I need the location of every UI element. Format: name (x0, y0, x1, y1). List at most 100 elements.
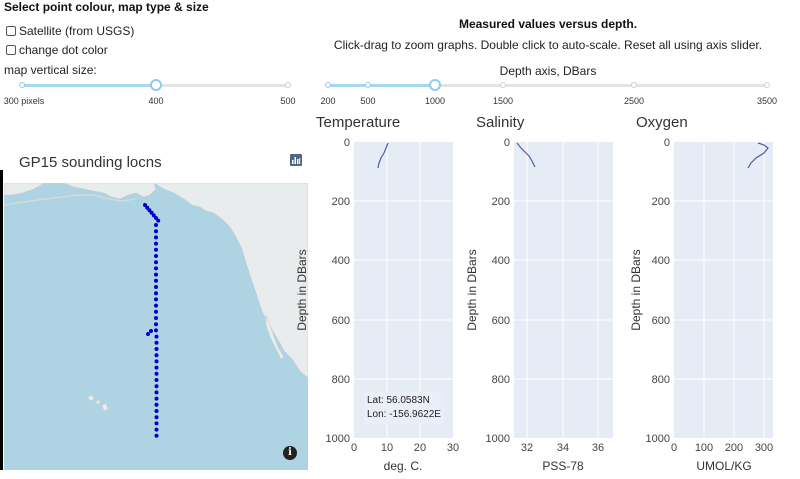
station-dot[interactable] (154, 427, 159, 432)
oxygen-profile-line[interactable] (747, 142, 769, 169)
station-dot[interactable] (154, 272, 158, 277)
temperature-profile-line[interactable] (377, 142, 389, 169)
map-view[interactable]: i (4, 183, 308, 470)
info-icon[interactable]: i (283, 446, 297, 460)
station-dot[interactable] (156, 218, 161, 223)
satellite-checkbox[interactable]: Satellite (from USGS) (6, 24, 134, 38)
station-dot[interactable] (154, 396, 159, 401)
map-size-tick-label: 300 pixels (3, 96, 45, 106)
salinity-profile-line[interactable] (516, 142, 536, 168)
depth-tick-label: 1000 (424, 96, 446, 106)
controls-title: Select point colour, map type & size (4, 0, 209, 14)
temperature-plot[interactable]: 0 200 400 600 800 1000 0 10 20 30 deg. C… (295, 137, 459, 473)
station-dot[interactable] (154, 328, 158, 333)
station-dot[interactable] (154, 297, 158, 302)
oxygen-plot-bg[interactable] (674, 142, 773, 438)
depth-tick-1500[interactable] (500, 82, 506, 88)
station-dot[interactable] (154, 247, 158, 252)
station-dot[interactable] (154, 421, 159, 426)
map-size-slider[interactable] (19, 79, 291, 91)
station-dot[interactable] (154, 235, 158, 240)
station-dot[interactable] (154, 260, 158, 265)
depth-tick-label: 2500 (623, 96, 645, 106)
oxygen-y-tick: 0 (664, 137, 670, 149)
station-dot[interactable] (154, 266, 158, 271)
oxygen-plot[interactable]: 0 200 400 600 800 1000 0 100 200 300 UMO… (629, 137, 773, 473)
depth-slider-handle[interactable] (429, 79, 441, 91)
map-size-tick-300[interactable] (19, 82, 25, 88)
depth-tick-500[interactable] (365, 82, 371, 88)
station-dot[interactable] (154, 353, 159, 358)
temperature-y-tick: 1000 (326, 433, 350, 445)
satellite-checkbox-label: Satellite (from USGS) (19, 24, 135, 38)
depth-slider-label: Depth axis, DBars (499, 64, 597, 78)
station-dot[interactable] (154, 340, 159, 345)
map-canvas[interactable] (4, 183, 308, 470)
station-dot[interactable] (154, 278, 158, 283)
station-dot[interactable] (154, 334, 159, 339)
map-size-label: map vertical size: (4, 63, 97, 77)
station-dot[interactable] (154, 409, 159, 413)
left-border (0, 170, 3, 470)
station-dot[interactable] (154, 322, 158, 327)
asia-land (4, 183, 45, 196)
depth-axis-slider[interactable] (325, 79, 770, 91)
station-dot[interactable] (146, 332, 150, 336)
temperature-y-tick: 200 (332, 196, 350, 208)
depth-slider-track[interactable] (328, 84, 767, 87)
depth-tick-label: 1500 (492, 96, 514, 106)
station-dot[interactable] (154, 316, 158, 320)
station-dot[interactable] (154, 402, 159, 407)
temperature-plot-bg[interactable] (354, 142, 453, 438)
salinity-plot[interactable]: 0 200 400 600 800 1000 32 34 36 PSS-78 D… (465, 137, 613, 473)
oxygen-x-tick: 300 (755, 442, 773, 454)
station-dot[interactable] (154, 384, 159, 389)
map-size-tick-label: 500 (280, 96, 296, 106)
salinity-x-tick: 36 (592, 442, 604, 454)
depth-tick-2500[interactable] (631, 82, 637, 88)
station-dot[interactable] (154, 365, 159, 370)
station-dot[interactable] (154, 254, 158, 258)
satellite-checkbox-box[interactable] (6, 26, 16, 36)
station-dot[interactable] (154, 285, 158, 289)
change-dot-color-checkbox-box[interactable] (6, 45, 16, 55)
station-dot[interactable] (154, 359, 159, 364)
oxygen-x-tick: 0 (671, 442, 677, 454)
station-dot[interactable] (154, 433, 159, 438)
station-dot[interactable] (154, 229, 158, 234)
depth-tick-label: 200 (320, 96, 336, 106)
station-dot[interactable] (147, 208, 152, 213)
station-dot[interactable] (154, 309, 158, 314)
station-dot[interactable] (154, 415, 159, 420)
station-dot[interactable] (154, 378, 159, 382)
station-dots[interactable] (143, 203, 161, 438)
station-dot[interactable] (154, 347, 159, 351)
map-size-slider-fill (22, 84, 156, 87)
salinity-x-axis-label: PSS-78 (542, 459, 584, 473)
salinity-y-tick: 400 (492, 255, 510, 267)
map-size-slider-handle[interactable] (150, 79, 162, 91)
depth-tick-label: 3500 (756, 96, 778, 106)
station-dot[interactable] (154, 371, 159, 376)
temperature-y-tick: 0 (344, 137, 350, 149)
station-dot[interactable] (154, 390, 159, 395)
station-dot[interactable] (154, 291, 158, 296)
station-dot[interactable] (154, 303, 158, 308)
station-dot[interactable] (154, 223, 158, 227)
station-dot[interactable] (154, 241, 158, 246)
map-size-tick-500[interactable] (285, 82, 291, 88)
alaska-land (63, 183, 157, 200)
oxygen-x-tick: 100 (695, 442, 713, 454)
oxygen-y-tick: 600 (652, 315, 670, 327)
north-america-land (153, 183, 308, 379)
oxygen-plot-title: Oxygen (636, 114, 688, 131)
station-dot[interactable] (149, 329, 153, 333)
temperature-y-axis-label: Depth in DBars (295, 249, 309, 330)
depth-tick-200[interactable] (325, 82, 331, 88)
change-dot-color-checkbox[interactable]: change dot color (6, 43, 108, 57)
depth-tick-3500[interactable] (764, 82, 770, 88)
plotly-logo-icon[interactable] (290, 154, 302, 166)
station-dot[interactable] (151, 213, 156, 218)
oxygen-y-tick: 800 (652, 374, 670, 386)
